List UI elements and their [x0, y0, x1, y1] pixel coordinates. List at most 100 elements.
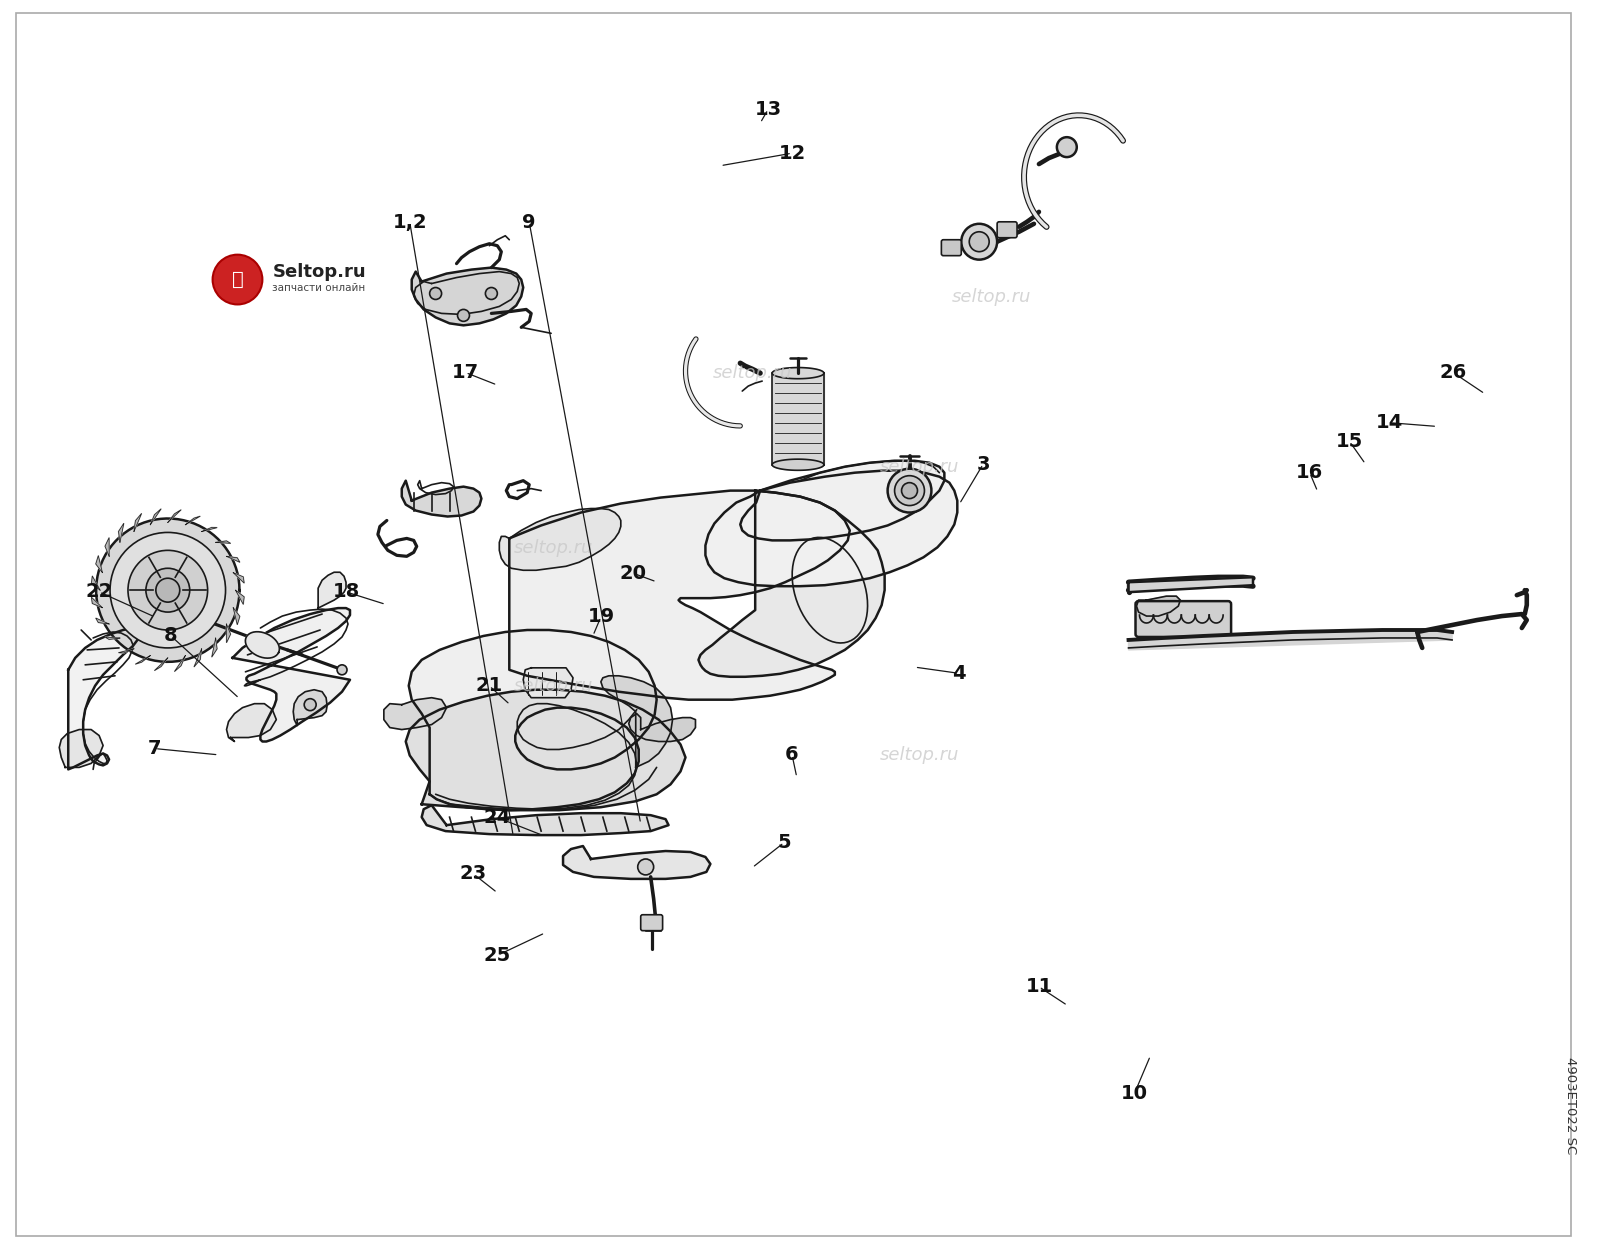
Text: seltop.ru: seltop.ru	[880, 745, 958, 764]
Text: 1,2: 1,2	[392, 213, 427, 232]
Circle shape	[894, 476, 925, 506]
Polygon shape	[523, 667, 573, 697]
Text: 26: 26	[1440, 363, 1467, 381]
FancyBboxPatch shape	[997, 222, 1018, 238]
Text: 12: 12	[779, 144, 806, 162]
Polygon shape	[136, 656, 150, 665]
Circle shape	[128, 550, 208, 630]
Circle shape	[638, 859, 654, 875]
Text: 11: 11	[1026, 977, 1053, 996]
Circle shape	[888, 468, 931, 512]
Polygon shape	[773, 373, 824, 465]
Polygon shape	[232, 608, 350, 742]
Text: 3: 3	[976, 454, 990, 473]
Polygon shape	[174, 656, 186, 671]
Polygon shape	[227, 624, 230, 642]
Text: 4: 4	[952, 663, 966, 682]
Polygon shape	[118, 524, 123, 543]
Polygon shape	[202, 528, 218, 531]
Text: seltop.ru: seltop.ru	[952, 288, 1030, 306]
Text: 18: 18	[333, 583, 360, 602]
Text: seltop.ru: seltop.ru	[514, 539, 592, 556]
Polygon shape	[384, 697, 446, 729]
Polygon shape	[699, 491, 885, 677]
Circle shape	[213, 254, 262, 305]
Polygon shape	[402, 481, 482, 516]
Polygon shape	[499, 509, 621, 570]
Circle shape	[962, 224, 997, 259]
Text: 24: 24	[483, 808, 510, 827]
Polygon shape	[509, 491, 850, 700]
Polygon shape	[194, 648, 202, 667]
Text: 6: 6	[786, 745, 798, 764]
Polygon shape	[91, 577, 101, 590]
Circle shape	[338, 665, 347, 675]
Text: запчасти онлайн: запчасти онлайн	[272, 282, 365, 292]
FancyBboxPatch shape	[941, 239, 962, 256]
Text: 15: 15	[1336, 432, 1363, 451]
Circle shape	[304, 699, 317, 710]
Polygon shape	[293, 690, 326, 725]
Polygon shape	[216, 541, 230, 544]
Polygon shape	[59, 729, 102, 768]
Text: 19: 19	[587, 607, 614, 627]
Circle shape	[1058, 137, 1077, 157]
Polygon shape	[106, 637, 120, 640]
FancyBboxPatch shape	[1136, 601, 1230, 637]
Polygon shape	[1128, 577, 1253, 592]
Polygon shape	[69, 628, 141, 769]
Text: seltop.ru: seltop.ru	[712, 364, 792, 381]
Polygon shape	[406, 690, 685, 811]
Text: 20: 20	[619, 564, 646, 583]
Polygon shape	[422, 806, 669, 835]
Circle shape	[485, 287, 498, 300]
Text: 16: 16	[1296, 463, 1323, 482]
Polygon shape	[1136, 597, 1181, 616]
Text: 22: 22	[85, 583, 112, 602]
Text: 23: 23	[459, 865, 486, 884]
Polygon shape	[227, 704, 277, 742]
Polygon shape	[96, 519, 240, 662]
Polygon shape	[411, 268, 523, 325]
Text: 9: 9	[523, 213, 536, 232]
Polygon shape	[168, 510, 181, 522]
Polygon shape	[563, 846, 710, 879]
Polygon shape	[96, 618, 109, 624]
Text: seltop.ru: seltop.ru	[514, 677, 592, 695]
Circle shape	[970, 232, 989, 252]
Polygon shape	[1128, 630, 1453, 650]
Polygon shape	[96, 555, 102, 573]
Polygon shape	[155, 658, 168, 671]
Circle shape	[430, 287, 442, 300]
Polygon shape	[318, 573, 346, 608]
Text: 10: 10	[1122, 1084, 1149, 1103]
Polygon shape	[706, 471, 957, 587]
Polygon shape	[773, 460, 824, 471]
Text: 17: 17	[451, 363, 478, 381]
Text: 4903ET022 SC: 4903ET022 SC	[1565, 1058, 1578, 1155]
Polygon shape	[186, 516, 200, 525]
Text: 25: 25	[483, 946, 510, 964]
Polygon shape	[211, 638, 218, 657]
Polygon shape	[773, 368, 824, 379]
Text: 5: 5	[778, 833, 790, 852]
Circle shape	[458, 310, 469, 321]
Polygon shape	[741, 461, 944, 540]
Text: 14: 14	[1376, 413, 1403, 432]
Text: seltop.ru: seltop.ru	[880, 457, 958, 476]
Text: 7: 7	[149, 739, 162, 758]
Polygon shape	[227, 556, 240, 563]
FancyBboxPatch shape	[640, 915, 662, 930]
Text: 13: 13	[755, 99, 782, 118]
Polygon shape	[91, 597, 102, 608]
Polygon shape	[245, 632, 280, 658]
Text: 21: 21	[475, 676, 502, 695]
Circle shape	[146, 568, 190, 612]
Polygon shape	[629, 714, 696, 742]
Text: ✊: ✊	[232, 269, 243, 290]
Polygon shape	[408, 630, 656, 811]
Circle shape	[155, 578, 179, 602]
Polygon shape	[602, 676, 672, 768]
Polygon shape	[134, 514, 141, 531]
Polygon shape	[150, 509, 162, 525]
